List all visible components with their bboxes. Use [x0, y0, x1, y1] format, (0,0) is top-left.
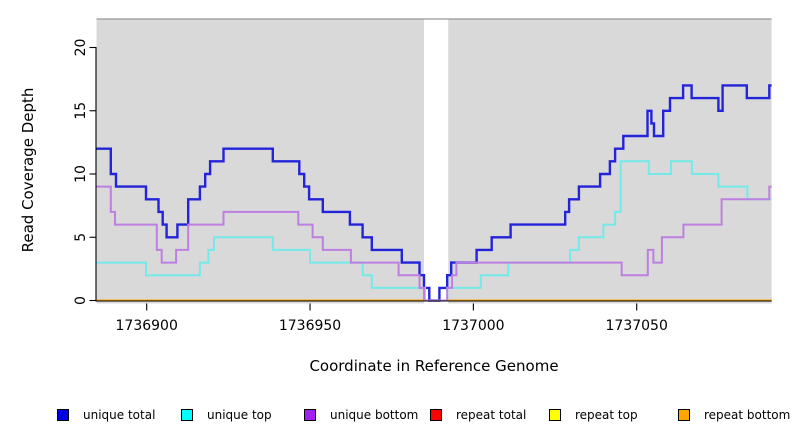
series-line-unique-bottom	[96, 185, 772, 302]
legend: unique total unique top unique bottom repea…	[0, 404, 792, 426]
y-axis-title: Read Coverage Depth	[19, 88, 37, 253]
x-tick-label: 1736900	[116, 318, 178, 334]
legend-swatch-icon	[57, 409, 69, 421]
legend-label: unique bottom	[330, 408, 419, 422]
masked-region-band	[424, 19, 449, 304]
legend-label: repeat bottom	[704, 408, 791, 422]
x-axis-title: Coordinate in Reference Genome	[309, 357, 558, 375]
legend-item-repeat-bottom: repeat bottom	[678, 404, 790, 426]
y-tick-label: 20	[73, 39, 89, 57]
legend-swatch-icon	[678, 409, 690, 421]
y-axis-ticks: 0 5 10 15 20	[73, 39, 97, 305]
legend-swatch-icon	[304, 409, 316, 421]
legend-swatch-icon	[181, 409, 193, 421]
series-line-unique-top	[96, 160, 772, 302]
x-tick-label: 1736950	[279, 318, 341, 334]
legend-label: repeat total	[456, 408, 527, 422]
legend-label: repeat top	[575, 408, 638, 422]
legend-item-unique-bottom: unique bottom	[304, 404, 418, 426]
legend-label: unique total	[83, 408, 156, 422]
legend-item-repeat-total: repeat total	[430, 404, 526, 426]
legend-item-unique-top: unique top	[181, 404, 272, 426]
y-tick-label: 5	[73, 233, 89, 242]
y-tick-label: 15	[73, 102, 89, 120]
legend-swatch-icon	[430, 409, 442, 421]
legend-item-unique-total: unique total	[57, 404, 155, 426]
y-tick-label: 10	[73, 165, 89, 183]
y-tick-label: 0	[73, 296, 89, 305]
x-tick-label: 1737000	[442, 318, 504, 334]
x-axis-ticks: 1736900 1736950 1737000 1737050	[116, 303, 668, 334]
legend-item-repeat-top: repeat top	[549, 404, 638, 426]
x-tick-label: 1737050	[606, 318, 668, 334]
legend-label: unique top	[207, 408, 272, 422]
legend-swatch-icon	[549, 409, 561, 421]
